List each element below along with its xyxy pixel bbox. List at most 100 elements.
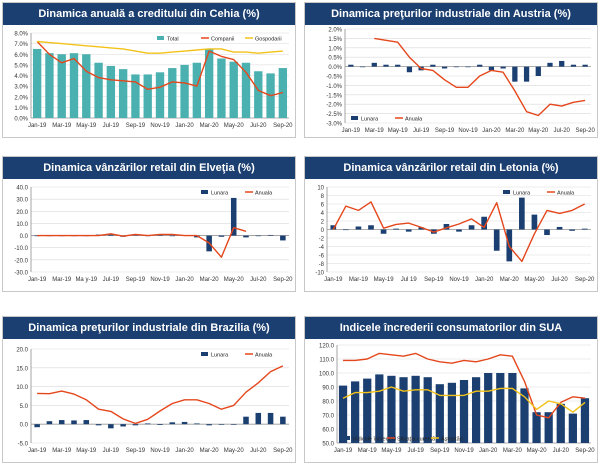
x-tick-label: Jan-19 bbox=[324, 277, 343, 283]
bar bbox=[206, 424, 212, 426]
y-tick-label: 60.0 bbox=[322, 428, 334, 434]
bar bbox=[569, 229, 575, 231]
bar bbox=[243, 416, 249, 425]
chart-title: Indicele încrederii consumatorilor din S… bbox=[305, 317, 597, 339]
y-tick-label: 0.0 bbox=[20, 234, 29, 240]
series-line bbox=[342, 386, 586, 413]
legend-swatch bbox=[351, 116, 358, 120]
bar bbox=[34, 424, 40, 428]
bar bbox=[230, 424, 237, 425]
bar bbox=[108, 424, 114, 429]
bar bbox=[58, 420, 65, 425]
bar bbox=[547, 62, 553, 67]
x-tick-label: Jan-19 bbox=[28, 123, 47, 129]
legend-label: Aşteptări bbox=[441, 437, 463, 443]
x-tick-label: Sep-19 bbox=[430, 448, 450, 454]
panel-czech-credit: Dinamica anuală a creditului din Cehia (… bbox=[2, 2, 296, 138]
legend-label: Lunara bbox=[513, 191, 531, 197]
chart-czech-credit: 0.0% 1.0% 2.0% 3.0% 4.0% 5.0% 6.0% 7.0% 8.0% Jan-… bbox=[14, 32, 293, 130]
bar bbox=[430, 64, 436, 67]
y-tick-label: -3.0% bbox=[326, 122, 342, 128]
x-tick-label: Jan-19 bbox=[28, 448, 47, 454]
bar bbox=[544, 412, 553, 443]
bar bbox=[267, 234, 274, 236]
x-tick-label: Mar-20 bbox=[200, 448, 220, 454]
bar bbox=[218, 424, 225, 425]
chart-title: Dinamica anuală a creditului din Cehia (… bbox=[3, 3, 295, 25]
bar bbox=[406, 66, 413, 73]
bar bbox=[169, 235, 176, 237]
legend-swatch bbox=[201, 352, 208, 356]
bar bbox=[544, 229, 550, 236]
bar bbox=[204, 48, 214, 118]
x-tick-label: Mar-20 bbox=[503, 448, 523, 454]
bar bbox=[192, 62, 202, 118]
y-tick-label: -2 bbox=[319, 237, 325, 243]
bar bbox=[267, 412, 274, 425]
bar bbox=[280, 416, 286, 425]
y-tick-label: -1.5% bbox=[326, 93, 342, 99]
x-tick-label: May-19 bbox=[388, 128, 409, 134]
y-tick-label: 0.0% bbox=[328, 65, 342, 71]
bar bbox=[169, 422, 176, 425]
x-tick-label: Sep-20 bbox=[575, 448, 595, 454]
legend-label: Anuala bbox=[255, 191, 273, 197]
y-tick-label: 20.0 bbox=[16, 210, 28, 216]
bar bbox=[435, 384, 444, 443]
bar bbox=[57, 54, 66, 118]
series-line bbox=[36, 41, 284, 97]
x-tick-label: Jul-20 bbox=[553, 448, 570, 454]
x-tick-label: Jan-20 bbox=[175, 123, 194, 129]
legend-label: Lunara bbox=[211, 353, 229, 359]
bar bbox=[532, 412, 541, 443]
legend-label: Anuala bbox=[255, 353, 273, 359]
y-tick-label: 6.0% bbox=[14, 53, 28, 59]
bar bbox=[34, 235, 40, 237]
bar bbox=[399, 377, 408, 443]
y-tick-label: 0.0 bbox=[20, 423, 29, 429]
bar bbox=[523, 66, 530, 82]
x-tick-label: Sep-19 bbox=[126, 448, 146, 454]
y-tick-label: 80.0 bbox=[322, 400, 334, 406]
y-tick-label: 5.0 bbox=[20, 404, 29, 410]
legend-label: Gospodarii bbox=[255, 37, 282, 43]
y-tick-label: -8 bbox=[319, 262, 325, 268]
x-tick-label: Sep-20 bbox=[575, 128, 595, 134]
bar bbox=[481, 216, 487, 230]
x-tick-label: Mar-19 bbox=[52, 448, 72, 454]
y-tick-label: -1.0% bbox=[326, 84, 342, 90]
bar bbox=[423, 377, 432, 443]
y-tick-label: 2.0% bbox=[14, 95, 28, 101]
y-tick-label: 10.0 bbox=[16, 385, 28, 391]
legend-swatch bbox=[343, 436, 350, 440]
bar bbox=[168, 68, 177, 118]
x-tick-label: Jan-20 bbox=[482, 128, 501, 134]
panel-austria-ppi: Dinamica preţurilor industriale din Aust… bbox=[304, 2, 598, 138]
bar bbox=[582, 64, 588, 67]
bar bbox=[484, 373, 493, 443]
bar bbox=[556, 403, 565, 443]
bar bbox=[359, 66, 366, 68]
x-tick-label: Jul-20 bbox=[551, 277, 568, 283]
bar bbox=[447, 382, 457, 443]
bar bbox=[465, 66, 471, 68]
y-tick-label: 1.0% bbox=[328, 46, 342, 52]
x-tick-label: Sep-20 bbox=[273, 448, 293, 454]
panel-us-consumer-confidence: Indicele încrederii consumatorilor din S… bbox=[304, 316, 598, 463]
bar bbox=[351, 381, 360, 443]
y-tick-label: 15.0 bbox=[16, 366, 28, 372]
y-tick-label: 50.0 bbox=[322, 442, 334, 448]
bar bbox=[132, 234, 139, 236]
x-tick-label: Nov-19 bbox=[454, 448, 474, 454]
y-tick-label: 3.0% bbox=[14, 85, 28, 91]
bar bbox=[206, 235, 212, 252]
y-tick-label: 30.0 bbox=[16, 198, 28, 204]
bar bbox=[144, 423, 151, 425]
legend-label: Total bbox=[167, 37, 179, 43]
y-tick-label: 1.5% bbox=[328, 37, 342, 43]
bar bbox=[343, 229, 349, 231]
y-tick-label: -4 bbox=[319, 245, 325, 251]
bar bbox=[488, 66, 495, 71]
y-tick-label: 0.0% bbox=[14, 117, 28, 123]
